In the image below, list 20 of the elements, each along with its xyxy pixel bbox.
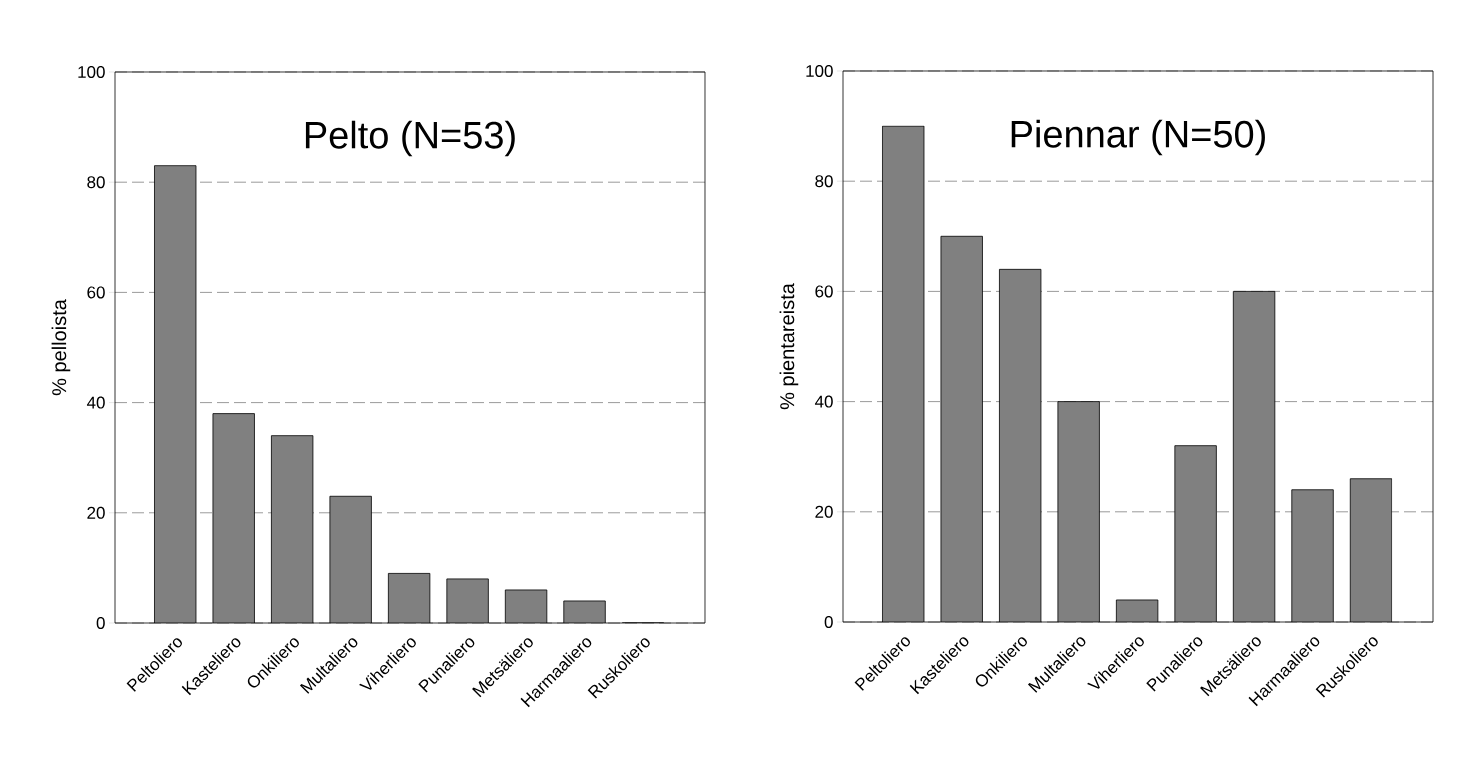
- bar: [505, 589, 547, 623]
- y-tick-label: 0: [96, 616, 105, 630]
- y-axis-title: % pientareista: [779, 283, 799, 410]
- y-tick-label: 80: [815, 175, 833, 188]
- y-tick-label: 100: [806, 64, 833, 78]
- y-tick-label: 40: [86, 396, 105, 409]
- y-tick-label: 100: [78, 65, 105, 79]
- text: Pelto (N=53): [305, 120, 515, 157]
- y-tick-label: 80: [87, 176, 105, 189]
- y-tick-label: 20: [87, 506, 105, 519]
- y-tick-label: 20: [815, 505, 833, 518]
- y-axis-title: % pelloista: [51, 299, 71, 396]
- bar: [446, 578, 489, 623]
- y-tick-label: 40: [814, 395, 833, 408]
- y-tick-label: 60: [815, 285, 833, 298]
- bar: [563, 600, 606, 623]
- y-tick-label: 0: [824, 615, 833, 629]
- y-tick-label: 60: [87, 286, 105, 299]
- text: Piennar (N=50): [1011, 119, 1265, 156]
- bar: [388, 573, 430, 623]
